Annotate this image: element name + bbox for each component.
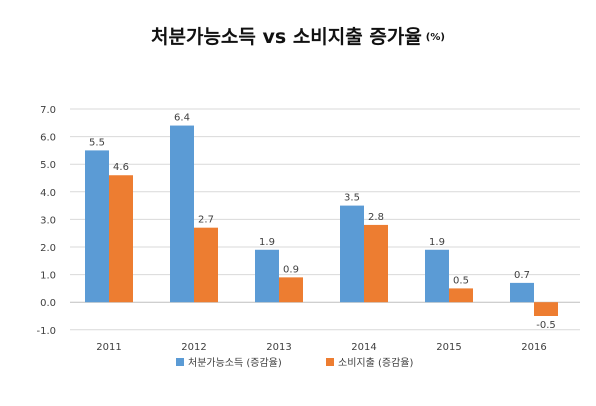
chart-title-wrap: 처분가능소득 vs 소비지출 증가율 (%) [0,22,596,49]
data-label: 4.6 [113,162,129,173]
y-tick-label: 4.0 [40,188,56,199]
x-tick-label: 2014 [351,342,376,353]
bar-spending [534,302,558,316]
y-tick-label: -1.0 [36,326,56,337]
x-tick-label: 2013 [266,342,291,353]
chart-title: 처분가능소득 vs 소비지출 증가율 [151,26,422,48]
data-label: 3.5 [344,193,360,204]
x-tick-label: 2015 [436,342,461,353]
data-label: -0.5 [536,320,556,331]
bar-income [170,125,194,303]
bar-income [85,150,109,303]
data-label: 0.7 [514,270,530,281]
y-tick-label: 5.0 [40,160,56,171]
data-label: 2.8 [368,212,384,223]
y-tick-label: 2.0 [40,243,56,254]
legend-swatch-spending [326,358,334,366]
data-label: 1.9 [259,237,275,248]
data-label: 0.9 [283,264,299,275]
bar-income [255,249,279,303]
bar-spending [449,288,473,303]
bar-income [510,282,534,303]
data-label: 2.7 [198,215,214,226]
x-tick-label: 2016 [521,342,546,353]
y-tick-label: 1.0 [40,271,56,282]
bar-spending [364,224,388,303]
legend-label-spending: 소비지출 (증감율) [338,357,413,369]
x-tick-label: 2012 [181,342,206,353]
legend-label-income: 처분가능소득 (증감율) [188,357,282,369]
legend-swatch-income [176,358,184,366]
bar-income [340,205,364,303]
bar-spending [109,175,133,303]
bar-spending [279,277,303,303]
y-tick-label: 0.0 [40,298,56,309]
bar-income [425,249,449,303]
x-tick-label: 2011 [96,342,121,353]
chart-title-unit: (%) [425,32,445,43]
data-label: 0.5 [453,275,469,286]
data-label: 1.9 [429,237,445,248]
y-tick-label: 6.0 [40,133,56,144]
bar-spending [194,227,218,303]
data-label: 5.5 [89,137,105,148]
y-tick-label: 7.0 [40,105,56,116]
y-tick-label: 3.0 [40,215,56,226]
data-label: 6.4 [174,113,190,124]
